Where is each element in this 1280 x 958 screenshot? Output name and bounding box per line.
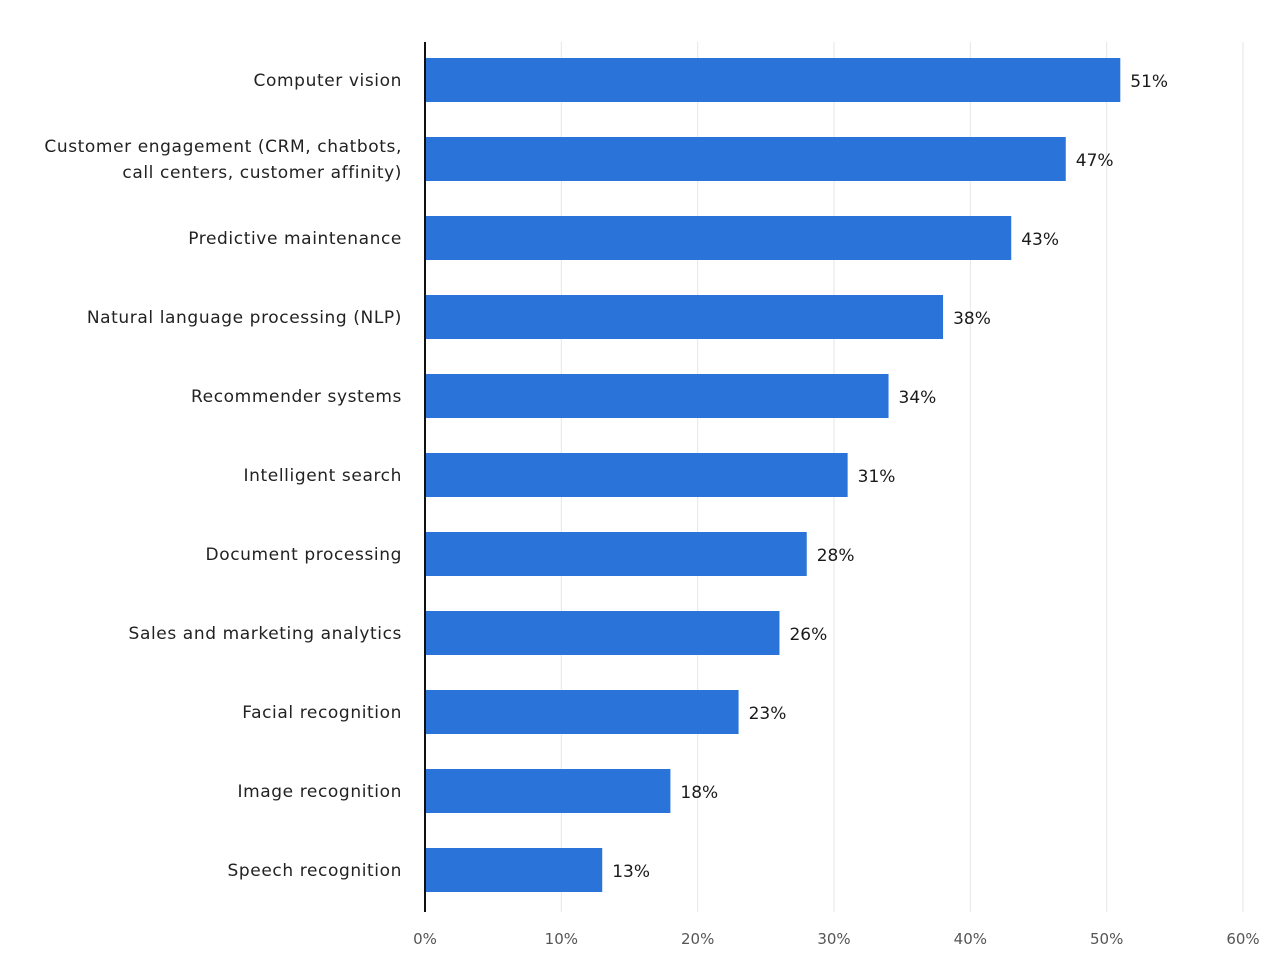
bar	[426, 453, 848, 497]
category-label: Customer engagement (CRM, chatbots, call …	[44, 137, 402, 183]
bar	[426, 137, 1066, 181]
x-tick-label: 30%	[817, 930, 850, 948]
value-label: 51%	[1130, 72, 1168, 92]
category-label: Document processing	[206, 545, 403, 565]
category-label: Speech recognition	[228, 861, 403, 881]
value-label: 47%	[1076, 151, 1114, 171]
bar	[426, 295, 944, 339]
category-label: Natural language processing (NLP)	[87, 308, 402, 328]
category-label: Predictive maintenance	[188, 229, 402, 249]
value-label: 31%	[858, 467, 896, 487]
category-label: Computer vision	[254, 71, 402, 91]
category-label: Sales and marketing analytics	[129, 624, 402, 644]
bar	[426, 690, 739, 734]
value-labels: 51% 47% 43% 38% 34% 31% 28% 26% 23% 18% 13%	[612, 72, 1168, 882]
category-label: Facial recognition	[242, 703, 402, 723]
x-tick-label: 40%	[954, 930, 987, 948]
bar	[426, 611, 780, 655]
bar	[426, 58, 1121, 102]
value-label: 26%	[789, 625, 827, 645]
value-label: 23%	[749, 704, 787, 724]
bar	[426, 532, 807, 576]
bars	[426, 58, 1121, 892]
x-tick-label: 20%	[681, 930, 714, 948]
value-label: 38%	[953, 309, 991, 329]
x-tick-label: 0%	[413, 930, 437, 948]
bar	[426, 374, 889, 418]
category-labels: Computer vision Customer engagement (CRM,…	[44, 71, 403, 881]
value-label: 18%	[680, 783, 718, 803]
category-label: Intelligent search	[244, 466, 402, 486]
bar	[426, 848, 603, 892]
bar	[426, 216, 1012, 260]
x-axis-tick-labels: 0% 10% 20% 30% 40% 50% 60%	[413, 930, 1260, 948]
category-label: Image recognition	[237, 782, 402, 802]
bar	[426, 769, 671, 813]
value-label: 28%	[817, 546, 855, 566]
x-tick-label: 10%	[545, 930, 578, 948]
value-label: 43%	[1021, 230, 1059, 250]
value-label: 13%	[612, 862, 650, 882]
x-tick-label: 60%	[1226, 930, 1259, 948]
category-label: Recommender systems	[191, 387, 402, 407]
x-tick-label: 50%	[1090, 930, 1123, 948]
value-label: 34%	[899, 388, 937, 408]
